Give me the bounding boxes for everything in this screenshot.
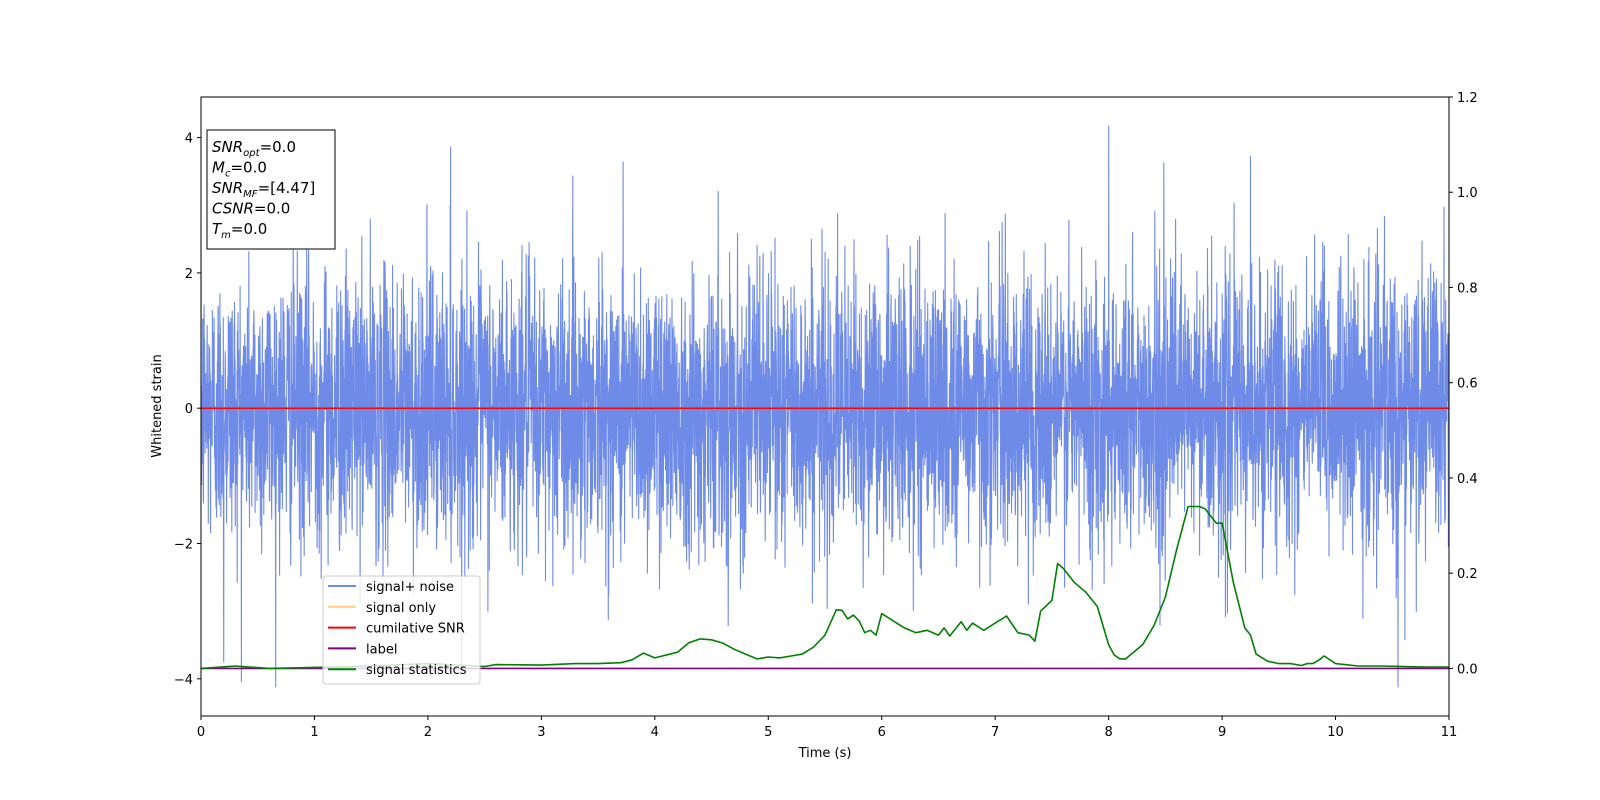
x-tick-label: 2 xyxy=(424,725,432,740)
legend-label: cumilative SNR xyxy=(366,622,465,637)
y-tick-label: 4 xyxy=(185,132,193,147)
y2-tick-label: 0.0 xyxy=(1457,662,1478,677)
x-tick-label: 9 xyxy=(1218,725,1226,740)
x-axis: 0 1 2 3 4 5 6 7 8 9 10 11 xyxy=(197,716,1457,740)
x-tick-label: 7 xyxy=(991,725,999,740)
stat-line: SNRMF=[4.47] xyxy=(212,179,315,200)
y-axis-right: 0.0 0.2 0.4 0.6 0.8 1.0 1.2 xyxy=(1449,91,1478,677)
x-tick-label: 0 xyxy=(197,725,205,740)
stat-line: CSNR=0.0 xyxy=(212,200,290,218)
legend-label: signal+ noise xyxy=(366,580,454,595)
y-tick-label: −4 xyxy=(174,673,193,688)
stat-line: Mc=0.0 xyxy=(212,159,267,180)
x-tick-label: 6 xyxy=(878,725,886,740)
y2-tick-label: 0.6 xyxy=(1457,377,1478,392)
y2-tick-label: 1.2 xyxy=(1457,91,1478,106)
y2-tick-label: 0.4 xyxy=(1457,472,1478,487)
stat-line: SNRopt=0.0 xyxy=(212,138,296,159)
y-axis-label: Whitened strain xyxy=(150,354,165,457)
plot-frame xyxy=(200,96,1450,717)
y-tick-label: −2 xyxy=(174,537,193,552)
x-tick-label: 4 xyxy=(651,725,659,740)
y2-tick-label: 1.0 xyxy=(1457,186,1478,201)
x-axis-label: Time (s) xyxy=(798,746,852,761)
legend-label: label xyxy=(366,642,397,657)
y2-tick-label: 0.2 xyxy=(1457,567,1478,582)
x-tick-label: 5 xyxy=(764,725,772,740)
series-signal-noise xyxy=(201,125,1449,688)
stats-box-frame xyxy=(206,129,336,250)
legend-label: signal statistics xyxy=(366,663,467,678)
y-tick-label: 2 xyxy=(185,267,193,282)
y2-tick-label: 0.8 xyxy=(1457,281,1478,296)
y-tick-label: 0 xyxy=(185,402,193,417)
stat-line: Tm=0.0 xyxy=(212,220,267,241)
y-axis-left: −4 −2 0 2 4 xyxy=(174,132,201,688)
legend: signal+ noise signal only cumilative SNR la… xyxy=(322,575,481,685)
x-tick-label: 10 xyxy=(1327,725,1344,740)
x-tick-label: 3 xyxy=(537,725,545,740)
x-tick-label: 11 xyxy=(1441,725,1458,740)
legend-label: signal only xyxy=(366,601,436,616)
series-signal-statistics xyxy=(201,505,1449,670)
x-tick-label: 1 xyxy=(310,725,318,740)
x-tick-label: 8 xyxy=(1104,725,1112,740)
legend-frame xyxy=(322,575,481,685)
